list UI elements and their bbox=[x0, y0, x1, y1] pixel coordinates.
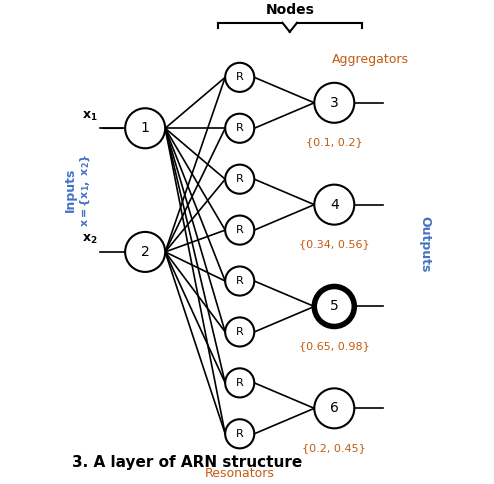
Circle shape bbox=[225, 419, 254, 448]
Circle shape bbox=[225, 63, 254, 92]
Text: {0.65, 0.98}: {0.65, 0.98} bbox=[299, 341, 370, 351]
Text: $\mathbf{x_1}$: $\mathbf{x_1}$ bbox=[82, 110, 98, 123]
Circle shape bbox=[225, 267, 254, 296]
Circle shape bbox=[314, 184, 354, 225]
Circle shape bbox=[225, 215, 254, 244]
Circle shape bbox=[225, 318, 254, 347]
Text: 3: 3 bbox=[330, 96, 339, 110]
Circle shape bbox=[225, 165, 254, 194]
Text: 6: 6 bbox=[330, 401, 339, 415]
Text: R: R bbox=[236, 72, 244, 82]
Text: R: R bbox=[236, 123, 244, 133]
Text: R: R bbox=[236, 327, 244, 337]
Circle shape bbox=[225, 114, 254, 143]
Text: {0.34, 0.56}: {0.34, 0.56} bbox=[299, 239, 370, 249]
Text: Nodes: Nodes bbox=[265, 3, 314, 17]
Text: 5: 5 bbox=[330, 300, 339, 314]
Circle shape bbox=[314, 83, 354, 123]
Text: R: R bbox=[236, 378, 244, 388]
Circle shape bbox=[125, 232, 165, 272]
Circle shape bbox=[125, 108, 165, 148]
Text: $\mathbf{x_2}$: $\mathbf{x_2}$ bbox=[82, 233, 98, 246]
Text: R: R bbox=[236, 225, 244, 235]
Text: 2: 2 bbox=[141, 245, 150, 259]
Text: 3. A layer of ARN structure: 3. A layer of ARN structure bbox=[73, 455, 303, 470]
Circle shape bbox=[314, 287, 354, 327]
Text: Aggregators: Aggregators bbox=[332, 53, 409, 66]
Text: R: R bbox=[236, 429, 244, 439]
Text: R: R bbox=[236, 276, 244, 286]
Text: {0.1, 0.2}: {0.1, 0.2} bbox=[306, 137, 363, 147]
Text: Inputs: Inputs bbox=[64, 168, 77, 212]
Text: 1: 1 bbox=[141, 121, 150, 135]
Text: Outputs: Outputs bbox=[419, 216, 432, 273]
Text: Resonators: Resonators bbox=[205, 467, 275, 480]
Text: R: R bbox=[236, 174, 244, 184]
Text: 4: 4 bbox=[330, 197, 339, 212]
Circle shape bbox=[225, 368, 254, 397]
Text: {0.2, 0.45}: {0.2, 0.45} bbox=[302, 443, 366, 453]
Circle shape bbox=[314, 388, 354, 428]
Text: $\mathbf{x = \{x_1,\ x_2\}}$: $\mathbf{x = \{x_1,\ x_2\}}$ bbox=[79, 153, 92, 227]
